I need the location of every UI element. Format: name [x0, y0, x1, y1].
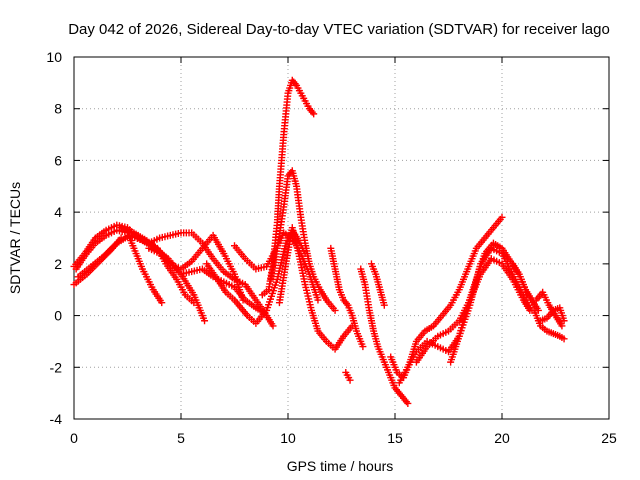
data-point: [269, 322, 277, 330]
series-arc-10: [327, 244, 367, 351]
data-point: [310, 110, 318, 118]
x-tick-label: 25: [601, 430, 617, 446]
series-arc-11: [342, 368, 354, 384]
y-tick-label: 8: [54, 101, 62, 117]
data-point: [558, 322, 566, 330]
data-point: [359, 343, 367, 351]
data-point: [404, 399, 412, 407]
series-arc-21: [537, 304, 568, 325]
y-tick-label: -2: [50, 359, 63, 375]
series-arc-13: [367, 260, 388, 309]
ticks: 0 5 10 15 20 25 -4 -2 0 2 4 6 8 10: [46, 49, 617, 446]
series-arc-12: [357, 265, 412, 407]
x-tick-label: 5: [177, 430, 185, 446]
data-point: [346, 376, 354, 384]
y-axis-label: SDTVAR / TECUs: [7, 182, 23, 294]
x-axis-label: GPS time / hours: [287, 458, 394, 474]
series-arc-7: [145, 244, 268, 317]
data-point: [201, 317, 209, 325]
series-arc-storm-3: [275, 224, 356, 353]
data-points: [70, 76, 568, 407]
y-tick-label: -4: [50, 411, 63, 427]
series-arc-14: [387, 213, 506, 382]
series-arc-18: [509, 260, 542, 314]
data-point: [314, 296, 322, 304]
x-tick-label: 0: [70, 430, 78, 446]
y-tick-label: 0: [54, 308, 62, 324]
data-point: [158, 299, 166, 307]
series-arc-6: [134, 229, 277, 330]
series-arc-storm-2: [267, 167, 339, 314]
y-tick-label: 6: [54, 152, 62, 168]
chart-title: Day 042 of 2026, Sidereal Day-to-day VTE…: [68, 21, 610, 38]
data-point: [560, 335, 568, 343]
y-tick-label: 2: [54, 256, 62, 272]
data-point: [498, 213, 506, 221]
x-tick-label: 15: [387, 430, 403, 446]
x-tick-label: 20: [494, 430, 510, 446]
y-tick-label: 4: [54, 204, 62, 220]
y-tick-label: 10: [46, 49, 62, 65]
plot-frame: [73, 56, 610, 420]
x-tick-label: 10: [280, 430, 296, 446]
data-point: [380, 301, 388, 309]
data-point: [560, 317, 568, 325]
data-point: [331, 306, 339, 314]
